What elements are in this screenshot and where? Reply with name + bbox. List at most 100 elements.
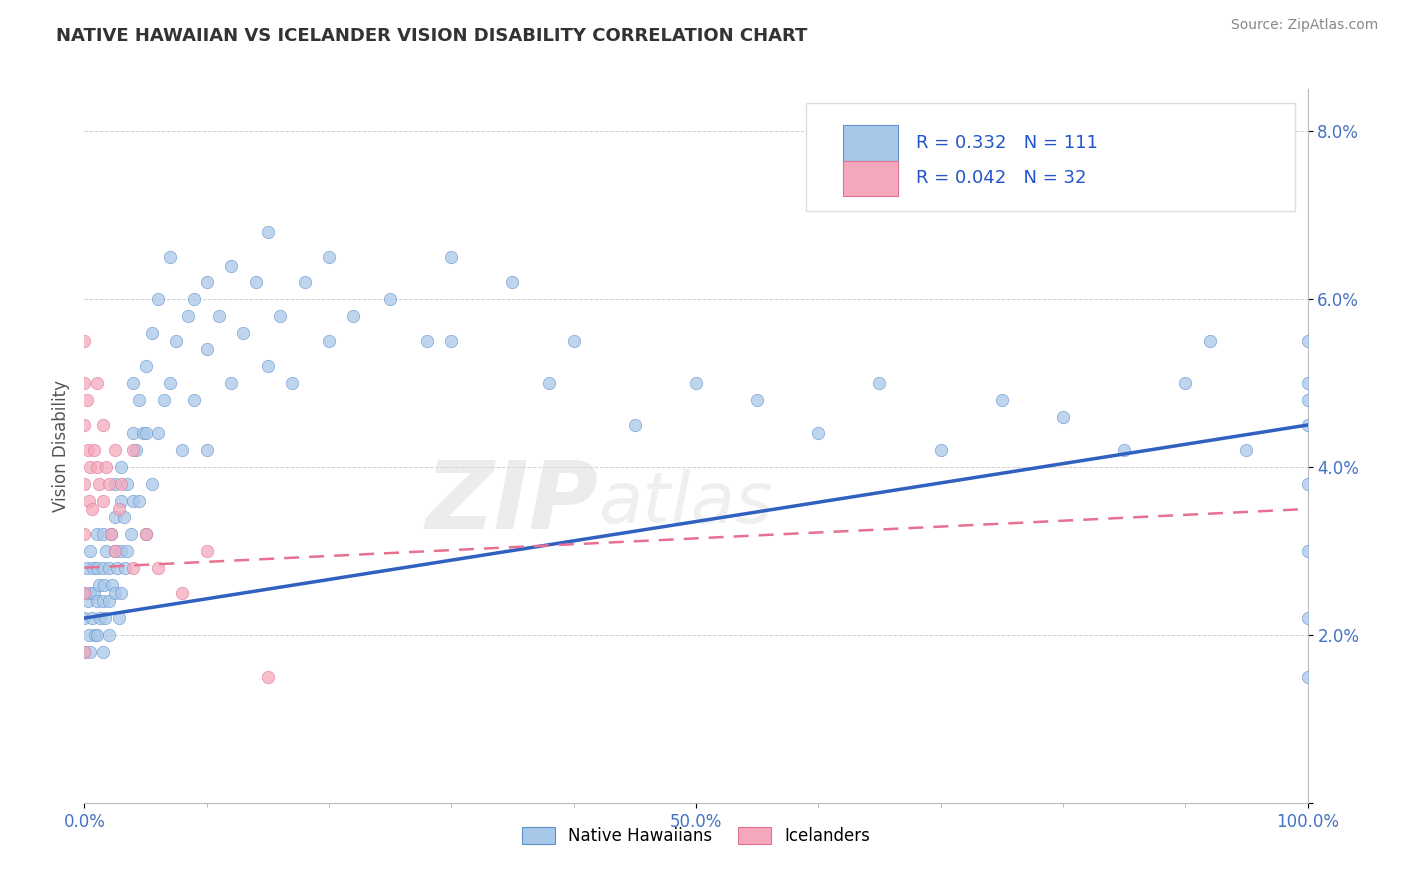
Point — [96, 460, 118, 475]
Point — [84, 628, 107, 642]
Point — [110, 460, 132, 475]
Point — [122, 443, 145, 458]
Point — [380, 292, 402, 306]
Point — [83, 443, 105, 458]
Point — [183, 392, 205, 407]
Point — [104, 510, 127, 524]
Point — [77, 628, 100, 642]
Point — [80, 502, 103, 516]
Point — [165, 334, 187, 348]
Point — [1296, 392, 1319, 407]
Point — [73, 376, 96, 390]
Point — [100, 527, 122, 541]
Point — [1174, 376, 1197, 390]
Point — [104, 544, 127, 558]
Point — [269, 309, 291, 323]
Point — [132, 426, 155, 441]
Point — [79, 544, 101, 558]
Point — [1052, 409, 1074, 424]
Point — [562, 334, 585, 348]
Point — [80, 611, 103, 625]
Point — [91, 645, 114, 659]
Point — [245, 275, 267, 289]
Point — [122, 560, 145, 574]
Point — [76, 392, 98, 407]
Point — [105, 560, 128, 574]
Point — [991, 392, 1014, 407]
Point — [86, 527, 108, 541]
Point — [100, 527, 122, 541]
Point — [141, 326, 163, 340]
Point — [172, 586, 194, 600]
Point — [159, 376, 181, 390]
FancyBboxPatch shape — [806, 103, 1295, 211]
Point — [257, 225, 280, 239]
Bar — [842, 161, 898, 196]
Point — [208, 309, 231, 323]
Point — [91, 493, 114, 508]
Point — [195, 343, 218, 357]
Point — [79, 586, 101, 600]
Point — [135, 359, 157, 374]
Point — [77, 443, 100, 458]
Point — [110, 493, 132, 508]
Point — [122, 426, 145, 441]
Point — [219, 376, 242, 390]
Text: atlas: atlas — [598, 468, 773, 538]
Point — [1236, 443, 1258, 458]
Point — [146, 426, 169, 441]
Point — [257, 359, 280, 374]
Point — [115, 476, 138, 491]
Text: ZIP: ZIP — [425, 457, 598, 549]
Point — [73, 586, 96, 600]
Point — [110, 476, 132, 491]
Point — [294, 275, 316, 289]
Point — [153, 392, 176, 407]
Point — [1296, 544, 1319, 558]
Point — [1114, 443, 1136, 458]
Point — [101, 577, 124, 591]
Point — [177, 309, 200, 323]
Point — [104, 586, 127, 600]
Point — [73, 527, 96, 541]
Point — [107, 611, 129, 625]
Point — [122, 376, 145, 390]
Point — [747, 392, 769, 407]
Point — [1296, 417, 1319, 432]
Point — [1198, 334, 1220, 348]
Text: Source: ZipAtlas.com: Source: ZipAtlas.com — [1230, 18, 1378, 32]
Point — [79, 460, 101, 475]
Point — [1296, 334, 1319, 348]
Point — [195, 443, 218, 458]
Point — [94, 611, 117, 625]
Point — [97, 594, 120, 608]
Point — [91, 560, 114, 574]
Point — [1296, 611, 1319, 625]
Point — [1296, 376, 1319, 390]
Point — [624, 417, 647, 432]
Point — [97, 628, 120, 642]
Point — [146, 292, 169, 306]
Point — [538, 376, 561, 390]
Point — [135, 426, 157, 441]
Point — [87, 476, 110, 491]
Point — [869, 376, 891, 390]
Point — [73, 476, 96, 491]
Point — [114, 560, 136, 574]
Bar — [842, 125, 898, 161]
Point — [87, 577, 110, 591]
Point — [257, 670, 280, 684]
Point — [318, 334, 340, 348]
Point — [73, 645, 96, 659]
Point — [86, 376, 108, 390]
Point — [83, 586, 105, 600]
Point — [183, 292, 205, 306]
Point — [93, 577, 115, 591]
Point — [232, 326, 254, 340]
Y-axis label: Vision Disability: Vision Disability — [52, 380, 70, 512]
Point — [141, 476, 163, 491]
Point — [1296, 476, 1319, 491]
Text: NATIVE HAWAIIAN VS ICELANDER VISION DISABILITY CORRELATION CHART: NATIVE HAWAIIAN VS ICELANDER VISION DISA… — [56, 27, 807, 45]
Point — [86, 560, 108, 574]
Point — [73, 586, 96, 600]
